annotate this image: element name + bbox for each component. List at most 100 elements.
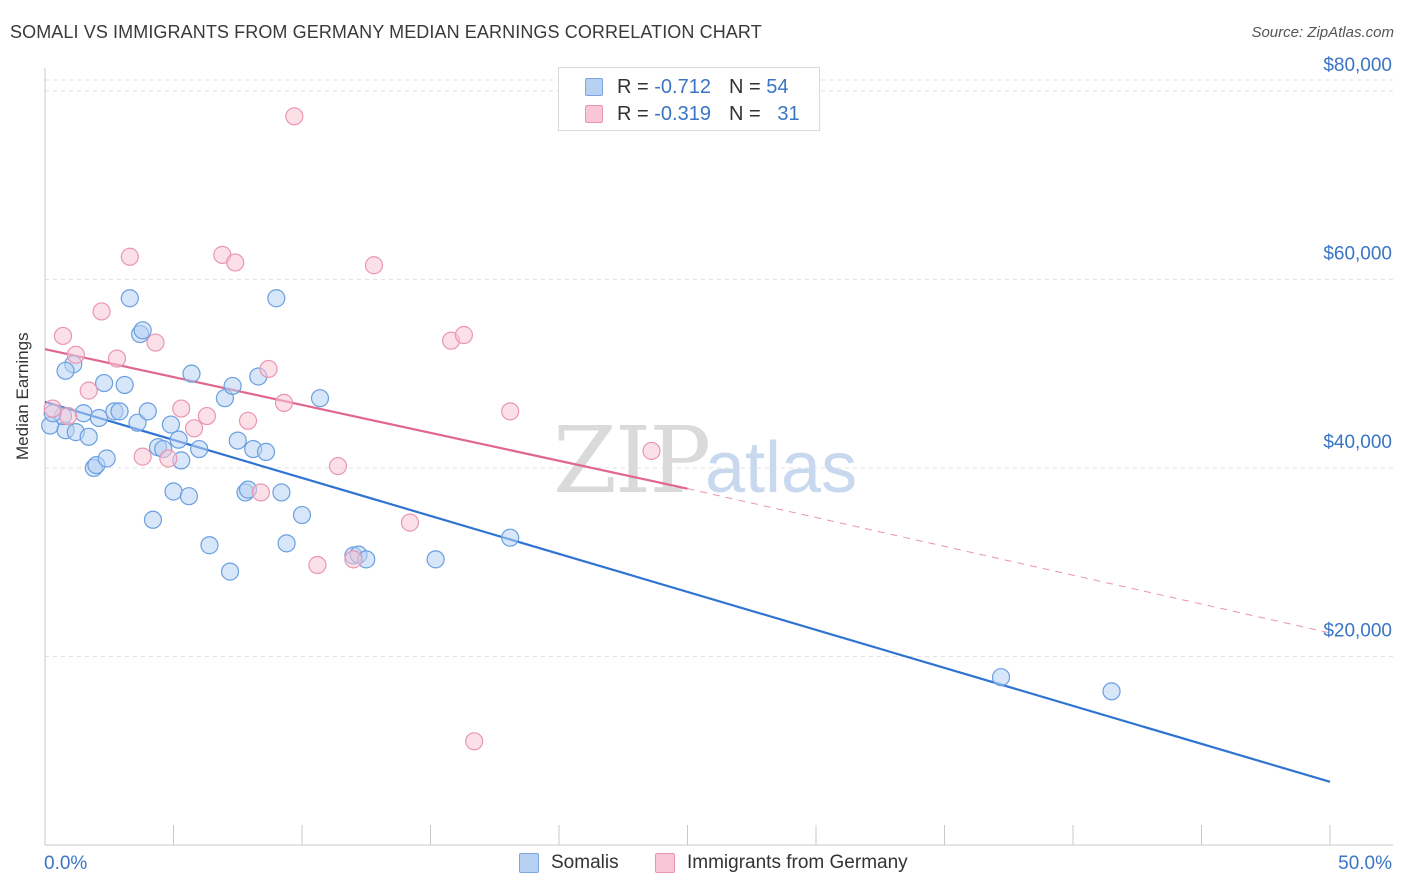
point-germany: [133, 447, 152, 466]
r-label: R =: [617, 75, 649, 98]
point-germany: [400, 513, 420, 532]
point-somalis: [115, 375, 134, 395]
legend-swatch-blue: [519, 853, 539, 873]
point-somalis: [110, 402, 129, 421]
point-somalis: [991, 668, 1011, 687]
tick-labels: $20,000 $40,000 $60,000 $80,000 0.0% 50.0%: [44, 55, 1392, 874]
point-somalis: [164, 482, 183, 501]
point-somalis: [120, 289, 139, 308]
legend-row-germany: R = -0.319 N = 31: [585, 102, 800, 126]
watermark: ZIP atlas: [553, 407, 857, 514]
point-somalis: [277, 534, 296, 553]
point-germany: [59, 406, 78, 426]
legend-label-somalis: Somalis: [551, 852, 619, 873]
trend-line-germany: [687, 488, 1331, 634]
point-somalis: [220, 562, 240, 581]
point-somalis: [79, 427, 98, 446]
point-germany: [251, 483, 270, 502]
point-germany: [454, 325, 474, 345]
point-germany: [146, 333, 165, 352]
point-germany: [308, 555, 327, 575]
legend-item-somalis: Somalis: [519, 852, 619, 874]
n-label: N =: [728, 75, 761, 98]
trend-lines: [44, 348, 1331, 783]
point-somalis: [272, 483, 291, 502]
point-somalis: [190, 439, 209, 459]
point-somalis: [182, 364, 201, 383]
n-value: 31: [777, 102, 800, 125]
point-germany: [172, 399, 191, 418]
watermark-zip: ZIP: [553, 407, 709, 514]
point-somalis: [89, 408, 109, 428]
trend-line-germany: [44, 348, 688, 490]
point-germany: [642, 441, 661, 461]
n-value: 54: [766, 75, 789, 98]
point-somalis: [426, 550, 445, 569]
point-germany: [159, 449, 178, 468]
point-germany: [107, 349, 127, 368]
point-germany: [197, 406, 217, 426]
legend-item-germany: Immigrants from Germany: [655, 852, 908, 874]
r-value: -0.319: [654, 102, 711, 125]
source-label: Source: ZipAtlas.com: [1251, 24, 1394, 41]
point-germany: [259, 359, 278, 379]
trend-line-somalis: [44, 400, 1331, 783]
legend-swatch-pink: [585, 105, 603, 123]
point-somalis: [223, 376, 242, 396]
point-germany: [120, 247, 139, 266]
legend-swatch-pink: [655, 853, 675, 873]
point-somalis: [179, 487, 199, 506]
n-label: N =: [728, 102, 761, 125]
point-germany: [328, 456, 348, 476]
point-germany: [66, 345, 85, 364]
y-tick-label: $40,000: [1323, 432, 1392, 453]
point-germany: [364, 256, 384, 275]
point-germany: [285, 107, 304, 126]
watermark-atlas: atlas: [705, 428, 857, 508]
axes: [44, 68, 1393, 846]
point-somalis: [97, 449, 116, 468]
point-somalis: [95, 373, 114, 393]
legend-row-somalis: R = -0.712 N = 54: [585, 75, 788, 99]
x-tick-label-min: 0.0%: [44, 853, 87, 874]
legend-label-germany: Immigrants from Germany: [687, 852, 908, 873]
point-germany: [344, 550, 363, 569]
point-somalis: [143, 510, 163, 529]
point-germany: [226, 253, 245, 272]
point-somalis: [256, 442, 276, 462]
y-tick-label: $60,000: [1323, 243, 1392, 264]
point-germany: [53, 326, 73, 346]
legend-swatch-blue: [585, 78, 603, 96]
point-germany: [238, 411, 258, 430]
series-legend: Somalis Immigrants from Germany: [0, 852, 1406, 878]
y-tick-label: $20,000: [1323, 620, 1392, 641]
r-label: R =: [617, 102, 649, 125]
point-somalis: [228, 431, 247, 450]
point-somalis: [161, 415, 181, 434]
data-points: [41, 107, 1121, 751]
point-somalis: [128, 413, 147, 432]
point-somalis: [1102, 682, 1121, 701]
point-somalis: [74, 404, 93, 423]
point-germany: [92, 302, 111, 321]
chart-title: SOMALI VS IMMIGRANTS FROM GERMANY MEDIAN…: [10, 22, 762, 42]
point-germany: [184, 419, 204, 438]
point-germany: [43, 399, 62, 418]
point-germany: [274, 393, 294, 412]
point-germany: [79, 381, 98, 400]
point-somalis: [138, 402, 157, 421]
point-somalis: [169, 430, 188, 449]
grid-lines: [45, 79, 1393, 657]
correlation-legend: R = -0.712 N = 54 R = -0.319 N = 31: [558, 67, 820, 131]
r-value: -0.712: [654, 75, 711, 98]
point-somalis: [292, 505, 312, 525]
point-somalis: [501, 528, 520, 547]
point-somalis: [267, 289, 286, 308]
y-tick-label: $80,000: [1323, 55, 1392, 76]
point-somalis: [310, 389, 330, 408]
y-axis-label: Median Earnings: [13, 332, 32, 460]
x-tick-label-max: 50.0%: [1338, 853, 1392, 874]
point-somalis: [200, 536, 219, 555]
point-germany: [465, 732, 484, 751]
